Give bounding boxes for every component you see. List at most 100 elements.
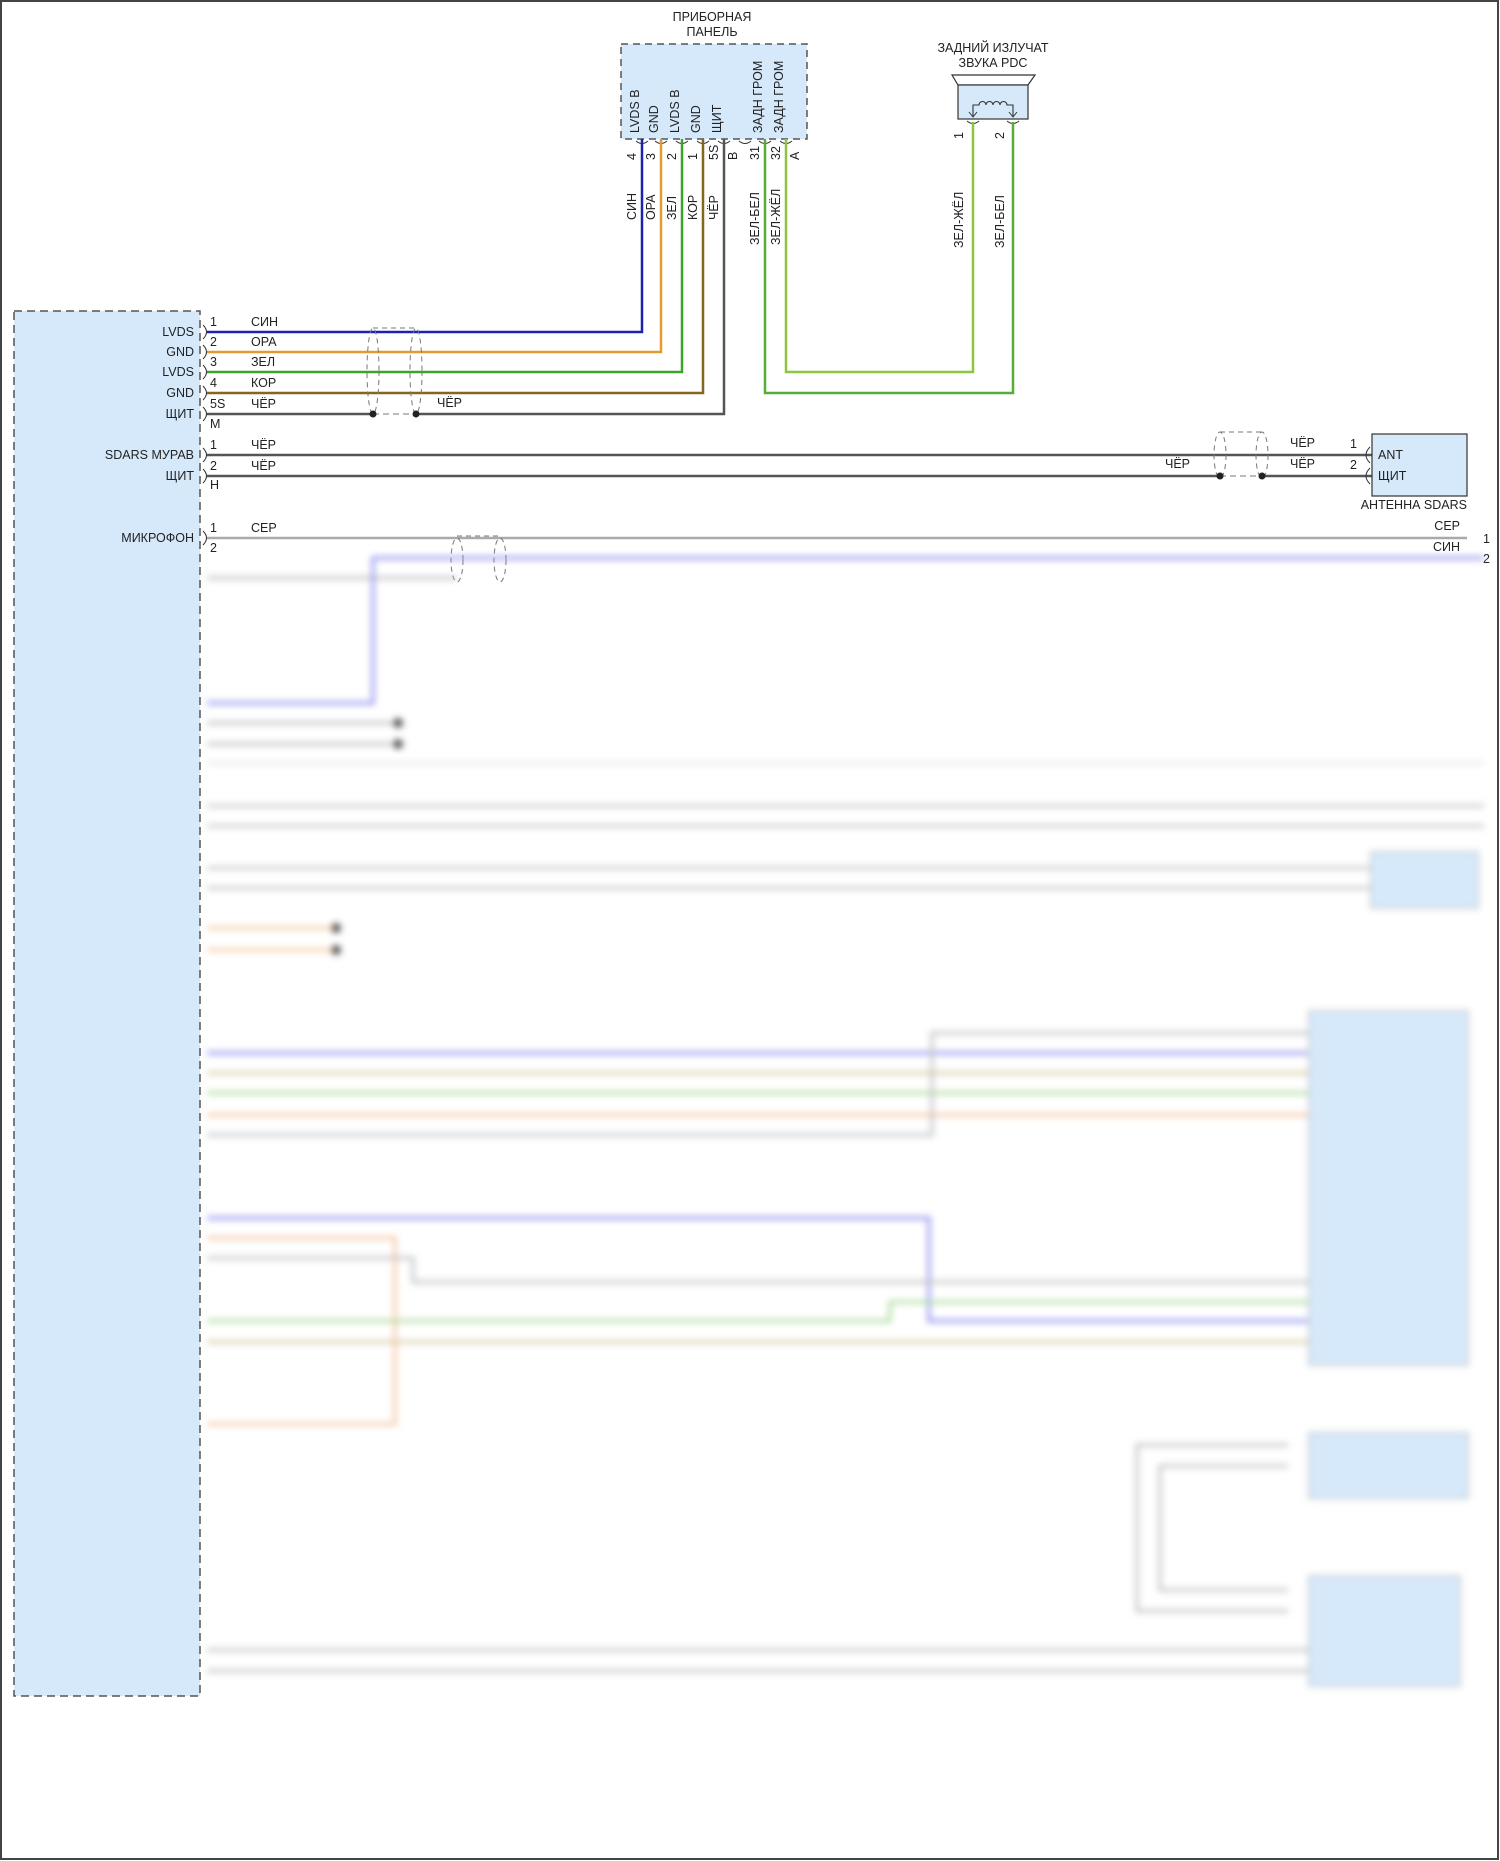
antenna-pin-shield: ЩИТ <box>1378 469 1407 483</box>
module-pin-num: 1 <box>210 521 217 535</box>
wire-shield-black <box>207 139 726 416</box>
module-wire-color: ЧЁР <box>251 459 276 473</box>
wire-green <box>207 139 684 374</box>
module-pin-label: GND <box>166 345 194 359</box>
panel-pin-label: GND <box>647 105 661 133</box>
antenna-pin-num: 1 <box>1350 437 1357 451</box>
module-wire-color: СЕР <box>251 521 277 535</box>
module-pin-label: ЩИТ <box>166 469 195 483</box>
panel-pin-label: ЗАДН ГРОМ <box>772 61 786 133</box>
module-pin-label: ЩИТ <box>166 407 195 421</box>
main-module-pins: LVDS 1 СИН GND 2 ОРА LVDS 3 ЗЕЛ GND 4 КОР ЩИТ 5S ЧЁР SD… <box>105 315 278 555</box>
module-pin-label: SDARS МУРАВ <box>105 448 194 462</box>
module-pin-label: LVDS <box>162 325 194 339</box>
shield-symbols <box>366 327 1269 583</box>
module-pin-num: 1 <box>210 315 217 329</box>
panel-pin-label: GND <box>689 105 703 133</box>
pdc-speaker-title-2: ЗВУКА PDC <box>959 56 1028 70</box>
lvds-wires <box>207 122 1467 540</box>
panel-pin-label: LVDS B <box>668 89 682 133</box>
panel-pin-num: 3 <box>644 153 658 160</box>
mic-wire-color: СИН <box>1433 540 1460 554</box>
panel-pin-num: 32 <box>769 146 783 160</box>
shield-wire-color: ЧЁР <box>1165 457 1190 471</box>
panel-pin-label: LVDS B <box>628 89 642 133</box>
connector-terminal-icon <box>202 364 207 380</box>
speaker-box <box>957 84 1029 120</box>
shield-wire-color: ЧЁР <box>437 396 462 410</box>
antenna-wire-color: ЧЁР <box>1290 457 1315 471</box>
connector-terminal-icon <box>202 406 207 422</box>
connector-terminal-icon <box>202 385 207 401</box>
module-wire-color: ОРА <box>251 335 277 349</box>
mic-wire-color: СЕР <box>1434 519 1460 533</box>
pdc-speaker-title: ЗАДНИЙ ИЗЛУЧАТ <box>937 40 1048 55</box>
connector-terminal-icon <box>202 530 207 546</box>
connector-id-h: H <box>210 478 219 492</box>
connector-terminal-icon <box>1365 446 1371 485</box>
coil-icon <box>972 100 1014 116</box>
panel-pin-num: 2 <box>665 153 679 160</box>
speaker-pin-2: 2 <box>993 132 1007 139</box>
speaker-wire-2-color: ЗЕЛ-БЕЛ <box>993 195 1007 248</box>
obscured-lower-diagram <box>207 556 1484 1687</box>
connector-terminal-icon <box>738 140 752 144</box>
speaker-wire-1-color: ЗЕЛ-ЖЁЛ <box>952 192 966 248</box>
antenna-pin-num: 2 <box>1350 458 1357 472</box>
speaker-icon <box>950 74 1037 86</box>
connector-terminal-icon <box>202 324 207 340</box>
splice-dots <box>369 410 1266 480</box>
module-pin-label: МИКРОФОН <box>121 531 194 545</box>
module-pin-num: 2 <box>210 335 217 349</box>
module-pin-num: 5S <box>210 397 225 411</box>
module-pin-label: GND <box>166 386 194 400</box>
instrument-panel-box <box>620 43 808 140</box>
wire-brown <box>207 139 705 395</box>
wire-green-white <box>763 122 1015 395</box>
panel-pin-num: 1 <box>686 153 700 160</box>
instrument-panel-title-2: ПАНЕЛЬ <box>686 25 737 39</box>
pdc-speaker: ЗАДНИЙ ИЗЛУЧАТ ЗВУКА PDC 1 2 ЗЕЛ-ЖЁЛ ЗЕЛ… <box>937 40 1048 248</box>
connector-terminal-icon <box>202 468 207 484</box>
connector-id-m: M <box>210 417 220 431</box>
wire-blue <box>207 139 644 334</box>
sdars-antenna-title: АНТЕННА SDARS <box>1361 498 1467 512</box>
instrument-panel-title: ПРИБОРНАЯ <box>673 10 752 24</box>
panel-wire-color: ЧЁР <box>707 195 721 220</box>
connector-id-a: A <box>788 151 802 160</box>
panel-wire-color: ОРА <box>644 194 658 220</box>
mic-pin-num: 2 <box>1483 552 1490 566</box>
module-pin-num: 2 <box>210 459 217 473</box>
connector-terminal-icon <box>202 447 207 463</box>
module-wire-color: КОР <box>251 376 276 390</box>
module-pin-num: 2 <box>210 541 217 555</box>
arrow-icon <box>968 111 1018 118</box>
module-wire-color: ЗЕЛ <box>251 355 275 369</box>
sdars-antenna-box <box>1371 433 1468 497</box>
panel-pin-label: ЗАДН ГРОМ <box>751 61 765 133</box>
instrument-panel: ПРИБОРНАЯ ПАНЕЛЬ LVDS B 4 СИН GND 3 ОРА LVDS B… <box>620 10 808 245</box>
module-pin-label: LVDS <box>162 365 194 379</box>
module-pin-num: 1 <box>210 438 217 452</box>
connector-terminal-icon <box>202 344 207 360</box>
panel-pin-label: ЩИТ <box>710 104 724 133</box>
panel-wire-color: ЗЕЛ-БЕЛ <box>748 192 762 245</box>
antenna-wire-color: ЧЁР <box>1290 436 1315 450</box>
panel-pin-num: 5S <box>707 145 721 160</box>
module-wire-color: ЧЁР <box>251 397 276 411</box>
connector-terminal-icon <box>966 120 1020 124</box>
panel-pin-num: 4 <box>625 153 639 160</box>
mic-pin-num: 1 <box>1483 532 1490 546</box>
panel-wire-color: СИН <box>625 193 639 220</box>
module-wire-color: ЧЁР <box>251 438 276 452</box>
module-wire-color: СИН <box>251 315 278 329</box>
panel-pin-num: 31 <box>748 146 762 160</box>
panel-wire-color: ЗЕЛ <box>665 196 679 220</box>
wire-orange <box>207 139 663 354</box>
antenna-pin-ant: ANT <box>1378 448 1403 462</box>
sdars-antenna: ANT ЩИТ 1 2 ЧЁР ЧЁР ЧЁР АНТЕННА SDARS <box>1165 433 1468 512</box>
main-module-box <box>13 310 201 1697</box>
